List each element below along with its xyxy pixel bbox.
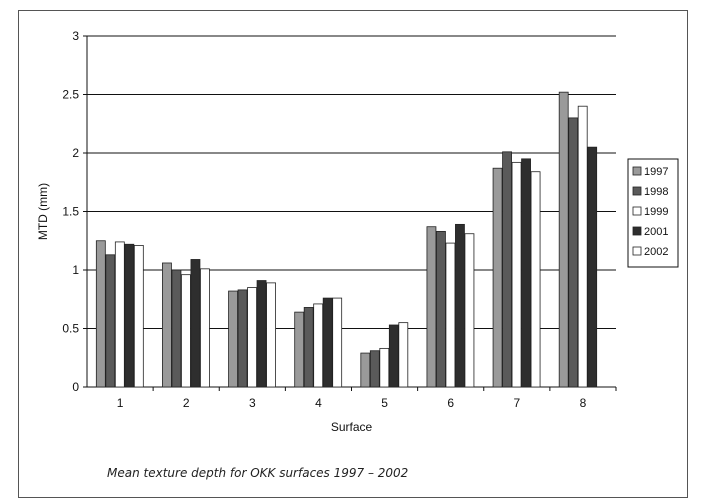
legend-swatch-1998 xyxy=(632,186,642,196)
bar-1997-surface-4 xyxy=(294,311,305,388)
x-tick-label: 1 xyxy=(117,396,124,410)
x-tick-label: 7 xyxy=(513,396,520,410)
x-tick-label: 5 xyxy=(381,396,388,410)
legend-label-2002: 2002 xyxy=(644,246,668,258)
bar-1999-surface-6 xyxy=(445,242,456,388)
x-tick-label: 4 xyxy=(315,396,322,410)
bar-1999-surface-3 xyxy=(247,287,257,388)
bar-1997-surface-8 xyxy=(558,91,569,388)
bar-2001-surface-2 xyxy=(190,259,201,388)
bar-2001-surface-6 xyxy=(455,223,465,388)
figure-frame: 0 0.5 1 1.5 2 2.5 3 1 2 3 4 5 6 7 8 Surface MTD (mm) 1997… xyxy=(18,10,688,498)
x-tick-label: 3 xyxy=(249,396,256,410)
y-tick-label: 2.5 xyxy=(62,88,79,102)
bar-1998-surface-4 xyxy=(303,307,314,388)
legend-swatch-2001 xyxy=(632,226,642,236)
bar-1999-surface-5 xyxy=(379,347,390,388)
bar-1999-surface-1 xyxy=(114,241,125,388)
figure-caption: Mean texture depth for OKK surfaces 1997… xyxy=(107,466,409,480)
bar-1998-surface-2 xyxy=(171,269,182,388)
bar-1997-surface-3 xyxy=(228,290,238,388)
bar-chart: 0 0.5 1 1.5 2 2.5 3 1 2 3 4 5 6 7 8 Surface MTD (mm) 1997… xyxy=(36,29,679,434)
bar-1999-surface-4 xyxy=(313,303,324,388)
bar-2001-surface-1 xyxy=(124,243,135,388)
bar-2002-surface-2 xyxy=(200,268,210,388)
bar-1997-surface-7 xyxy=(492,167,503,388)
legend-label-1999: 1999 xyxy=(644,206,668,218)
bar-2002-surface-4 xyxy=(332,297,343,388)
bar-1998-surface-3 xyxy=(237,289,248,388)
legend-label-1997: 1997 xyxy=(644,166,668,178)
x-tick-label: 8 xyxy=(580,396,587,410)
legend-label-2001: 2001 xyxy=(644,226,668,238)
bar-1997-surface-6 xyxy=(426,226,437,388)
bar-2002-surface-1 xyxy=(133,245,144,388)
y-tick-label: 0 xyxy=(72,380,79,394)
legend-label-1998: 1998 xyxy=(644,186,668,198)
bar-1997-surface-5 xyxy=(360,352,371,388)
bar-1998-surface-1 xyxy=(105,254,116,388)
bar-1997-surface-2 xyxy=(162,262,172,388)
bar-1999-surface-7 xyxy=(511,161,522,388)
bar-2002-surface-3 xyxy=(266,282,276,388)
bar-2001-surface-3 xyxy=(256,280,267,388)
bar-1998-surface-6 xyxy=(436,230,446,388)
bar-2001-surface-7 xyxy=(521,158,531,388)
y-tick-label: 1.5 xyxy=(62,205,79,219)
bar-1997-surface-1 xyxy=(95,240,106,388)
bar-2001-surface-4 xyxy=(322,297,333,388)
x-tick-label: 6 xyxy=(447,396,454,410)
bar-1998-surface-8 xyxy=(568,117,579,388)
y-axis-title: MTD (mm) xyxy=(36,183,50,240)
legend-swatch-2002 xyxy=(632,246,642,256)
bar-2001-surface-8 xyxy=(587,146,598,388)
bar-2002-surface-7 xyxy=(530,171,541,388)
legend-swatch-1999 xyxy=(632,206,642,216)
legend-swatch-1997 xyxy=(632,166,642,176)
bar-2002-surface-6 xyxy=(464,233,475,388)
bar-1998-surface-5 xyxy=(369,350,380,388)
bar-1999-surface-8 xyxy=(577,105,588,388)
y-tick-label: 3 xyxy=(72,29,79,43)
bar-1998-surface-7 xyxy=(502,151,512,388)
x-axis-title: Surface xyxy=(331,420,373,434)
y-tick-label: 2 xyxy=(72,146,79,160)
y-tick-label: 0.5 xyxy=(62,322,79,336)
bar-2002-surface-5 xyxy=(398,322,409,388)
x-tick-label: 2 xyxy=(183,396,190,410)
bar-2001-surface-5 xyxy=(388,324,399,388)
y-tick-label: 1 xyxy=(72,263,79,277)
bar-1999-surface-2 xyxy=(181,274,191,388)
